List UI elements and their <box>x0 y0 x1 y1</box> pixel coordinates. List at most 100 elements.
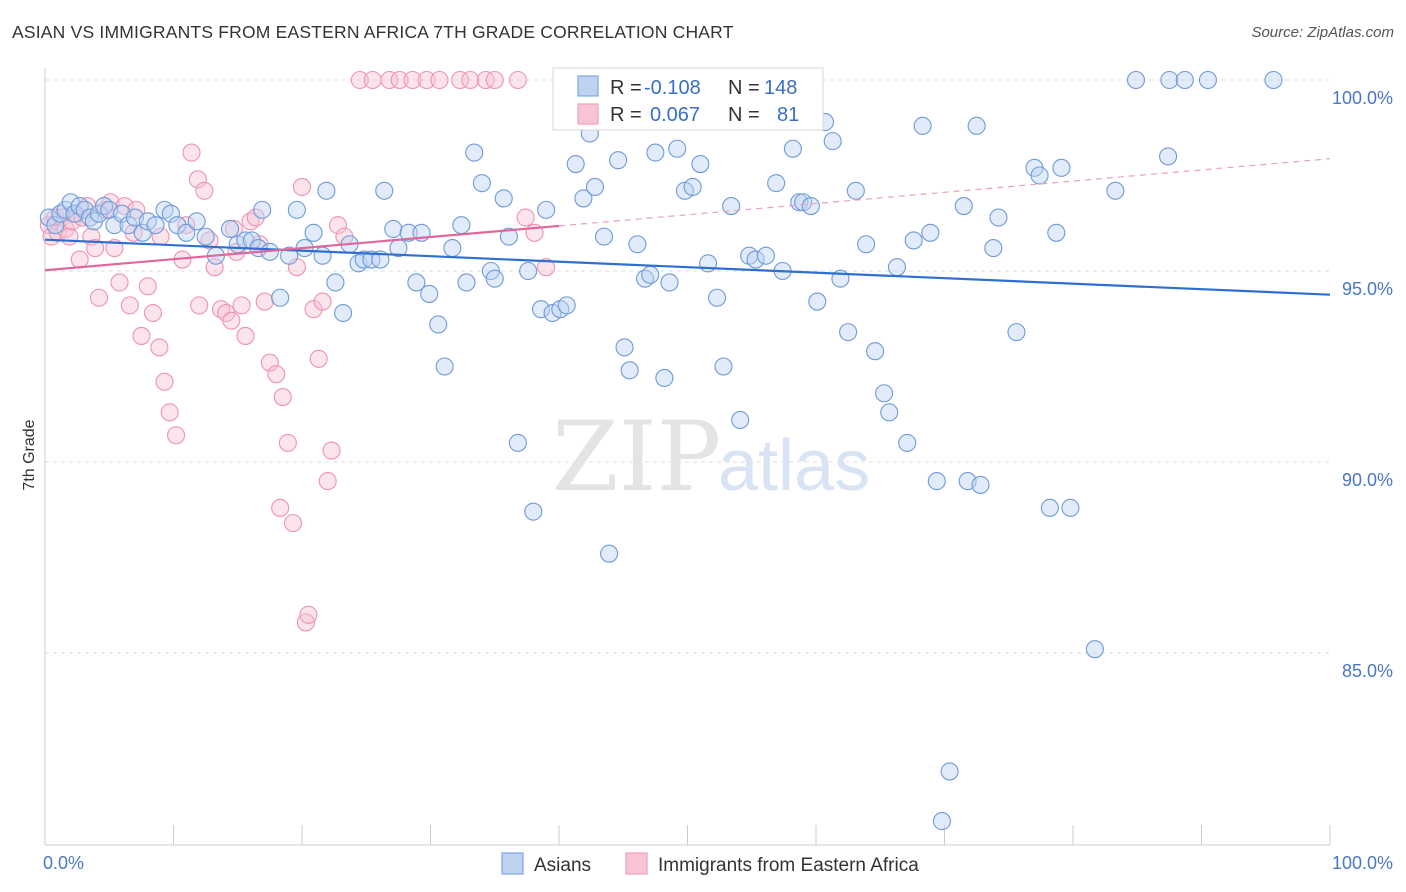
legend-n-label-asians: N = <box>728 77 760 99</box>
asians-point-34 <box>271 288 290 307</box>
asians-point-123 <box>932 812 951 831</box>
immigrants-point-55 <box>299 605 318 624</box>
asians-point-0 <box>39 208 58 227</box>
asians-point-4 <box>61 193 80 212</box>
asians-point-99 <box>746 250 765 269</box>
asians-point-91 <box>683 177 702 197</box>
trend-lines <box>44 158 1331 296</box>
immigrants-point-33 <box>195 181 214 200</box>
immigrants-point-21 <box>127 200 146 219</box>
trend-line-immigrants-extension <box>558 158 1331 227</box>
asians-point-135 <box>1047 223 1066 242</box>
immigrants-point-50 <box>278 433 297 452</box>
legend-r-value-immigrants: 0.067 <box>650 104 700 126</box>
asians-point-52 <box>407 273 426 292</box>
asians-point-78 <box>594 227 614 246</box>
asians-point-49 <box>384 219 403 239</box>
immigrants-point-22 <box>132 326 151 345</box>
asians-point-116 <box>880 403 899 422</box>
asians-point-112 <box>846 181 865 200</box>
immigrants-point-66 <box>390 70 409 90</box>
immigrants-point-74 <box>508 70 527 90</box>
asians-point-136 <box>1052 158 1071 177</box>
legend-n-value-immigrants: 81 <box>777 104 799 126</box>
immigrants-point-75 <box>516 208 535 227</box>
asians-point-21 <box>161 204 180 223</box>
immigrants-point-47 <box>267 365 286 384</box>
asians-point-58 <box>452 216 471 235</box>
asians-point-64 <box>494 189 513 208</box>
gridlines <box>45 79 1330 654</box>
asians-point-139 <box>1106 181 1125 200</box>
asians-point-103 <box>783 139 802 158</box>
asians-point-79 <box>600 544 619 563</box>
immigrants-point-46 <box>260 353 279 372</box>
bottom-legend-swatch-immigrants <box>625 852 648 875</box>
immigrants-point-40 <box>232 296 251 315</box>
asians-point-118 <box>898 433 917 452</box>
asians-point-56 <box>435 357 454 376</box>
immigrants-point-18 <box>110 273 129 292</box>
asians-point-65 <box>499 227 518 246</box>
asians-point-41 <box>326 273 345 292</box>
asians-point-61 <box>472 174 491 193</box>
immigrants-point-67 <box>403 70 422 90</box>
x-tick-label-left: 0.0% <box>43 853 84 873</box>
asians-point-129 <box>984 239 1003 258</box>
asians-point-86 <box>646 143 665 162</box>
immigrants-point-24 <box>143 303 162 323</box>
legend-r-label-asians: R = <box>610 77 642 99</box>
asians-point-89 <box>668 139 687 158</box>
asians-point-131 <box>1007 323 1026 342</box>
legend-r-label-immigrants: R = <box>610 104 642 126</box>
asians-point-124 <box>940 762 959 781</box>
asians-point-73 <box>557 296 576 315</box>
asians-point-36 <box>287 200 306 219</box>
immigrants-point-23 <box>138 277 157 296</box>
legend-n-value-asians: 148 <box>764 77 797 99</box>
asians-point-40 <box>317 181 336 200</box>
legend-r-value-asians: -0.108 <box>644 77 701 99</box>
immigrants-point-20 <box>120 296 139 315</box>
immigrants-point-71 <box>461 70 480 90</box>
source-credit: Source: ZipAtlas.com <box>1251 24 1394 41</box>
asians-point-122 <box>927 472 946 491</box>
asians-point-106 <box>801 197 820 216</box>
immigrants-point-27 <box>160 403 179 422</box>
y-tick-label-1: 95.0% <box>1342 279 1393 299</box>
asians-point-115 <box>875 384 894 403</box>
asians-point-66 <box>508 433 527 452</box>
asians-point-127 <box>967 116 986 135</box>
series-asians-points <box>39 70 1283 831</box>
asians-point-82 <box>620 361 639 380</box>
asians-point-51 <box>399 223 418 242</box>
asians-point-77 <box>585 177 605 197</box>
asians-point-69 <box>531 300 551 319</box>
watermark-atlas: atlas <box>718 426 870 506</box>
legend-n-label-immigrants: N = <box>728 104 760 126</box>
trend-line-asians <box>44 238 1331 296</box>
asians-point-23 <box>177 223 196 242</box>
asians-point-125 <box>954 197 973 216</box>
asians-point-81 <box>615 338 634 357</box>
asians-point-75 <box>574 189 593 208</box>
asians-point-39 <box>313 246 332 265</box>
asians-point-128 <box>971 475 990 494</box>
asians-point-57 <box>443 239 462 258</box>
asians-point-1 <box>46 216 65 235</box>
immigrants-point-43 <box>246 208 265 227</box>
asians-point-85 <box>641 265 660 284</box>
asians-point-27 <box>220 219 240 239</box>
asians-point-35 <box>280 246 299 265</box>
y-tick-label-2: 90.0% <box>1342 470 1393 490</box>
immigrants-point-70 <box>451 70 470 90</box>
immigrants-point-48 <box>271 498 290 517</box>
bottom-legend-swatch-asians <box>501 852 524 875</box>
immigrants-point-31 <box>182 143 201 162</box>
asians-point-113 <box>857 235 876 254</box>
immigrants-point-6 <box>60 227 79 246</box>
asians-point-142 <box>1160 70 1179 90</box>
asians-point-145 <box>1264 70 1283 90</box>
asians-point-38 <box>304 223 323 242</box>
immigrants-point-60 <box>322 441 341 460</box>
